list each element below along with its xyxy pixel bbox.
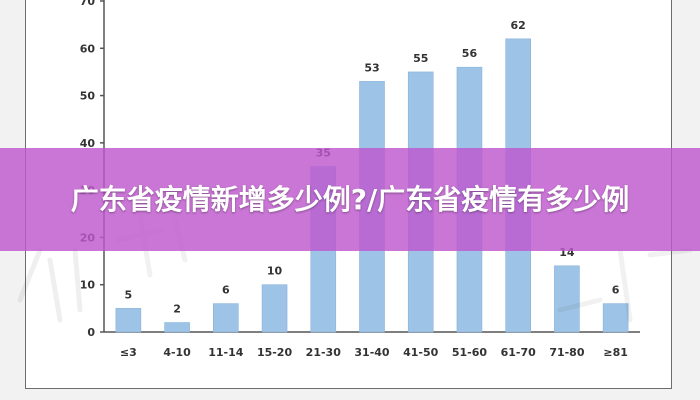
data-label: 62 <box>511 19 526 32</box>
data-label: 56 <box>462 47 478 60</box>
x-tick-label: 21-30 <box>306 346 342 359</box>
data-label: 6 <box>612 284 620 297</box>
y-tick-label: 40 <box>80 137 96 150</box>
banner-title: 广东省疫情新增多少例?/广东省疫情有多少例 <box>70 182 630 216</box>
x-tick-label: 11-14 <box>208 346 244 359</box>
x-tick-label: 51-60 <box>452 346 488 359</box>
data-label: 55 <box>413 52 428 65</box>
y-tick-label: 10 <box>80 279 96 292</box>
data-label: 10 <box>267 265 283 278</box>
x-tick-label: 61-70 <box>501 346 537 359</box>
y-tick-label: 60 <box>80 42 96 55</box>
x-tick-label: ≥81 <box>603 346 628 359</box>
y-tick-label: 0 <box>87 326 95 339</box>
x-tick-label: 41-50 <box>403 346 439 359</box>
bar-4 <box>261 284 288 333</box>
x-tick-label: 31-40 <box>354 346 390 359</box>
bar-3 <box>213 303 239 333</box>
bar-2 <box>164 322 190 333</box>
x-tick-label: ≤3 <box>120 346 137 359</box>
bar-10 <box>554 265 580 333</box>
x-tick-label: 4-10 <box>163 346 191 359</box>
x-tick-label: 15-20 <box>257 346 293 359</box>
bar-11 <box>602 303 629 333</box>
data-label: 5 <box>125 288 133 301</box>
y-tick-label: 50 <box>80 90 96 103</box>
y-tick-label: 70 <box>80 0 96 8</box>
x-tick-label: 71-80 <box>549 346 585 359</box>
data-label: 53 <box>364 61 379 74</box>
bar-1 <box>115 308 142 333</box>
data-label: 6 <box>222 284 230 297</box>
data-label: 2 <box>173 303 181 316</box>
title-banner: 广东省疫情新增多少例?/广东省疫情有多少例 <box>0 148 700 251</box>
